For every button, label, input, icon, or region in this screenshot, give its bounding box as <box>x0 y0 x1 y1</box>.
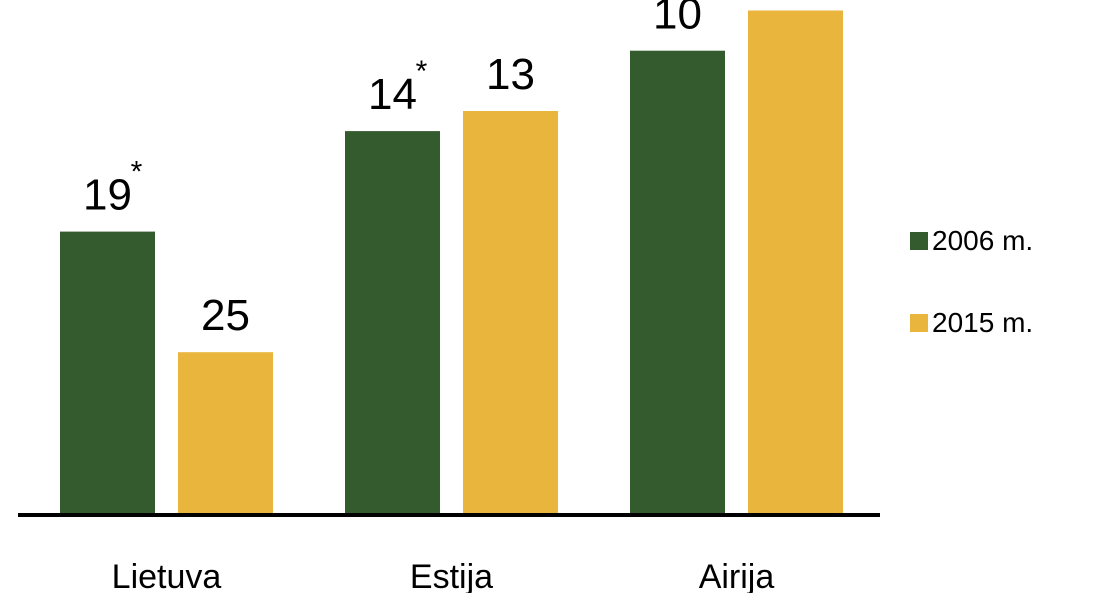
legend-swatch-2015 <box>910 314 928 332</box>
category-labels-layer: Lietuva Estija Airija <box>112 558 775 593</box>
value-label-airija-2006: 10 <box>653 0 702 39</box>
asterisk-airija-2006: * <box>701 0 713 8</box>
bar-estija-2006 <box>345 131 440 513</box>
legend-swatch-2006 <box>910 232 928 250</box>
category-label-lietuva: Lietuva <box>112 558 222 593</box>
value-label-lietuva-2015: 25 <box>201 291 250 340</box>
asterisk-estija-2006: * <box>416 55 428 88</box>
bar-lietuva-2015 <box>178 352 273 513</box>
bar-lietuva-2006 <box>60 231 155 513</box>
legend-item-2015: 2015 m. <box>910 304 1033 342</box>
bar-estija-2015 <box>463 111 558 513</box>
bar-airija-2006 <box>630 50 725 513</box>
bars-layer <box>60 10 843 513</box>
legend: 2006 m. 2015 m. <box>910 222 1033 386</box>
category-label-estija: Estija <box>410 558 493 593</box>
value-label-estija-2015: 13 <box>486 50 535 99</box>
legend-label-2006: 2006 m. <box>932 225 1034 256</box>
asterisk-lietuva-2006: * <box>131 156 143 189</box>
legend-label-2015: 2015 m. <box>932 307 1034 338</box>
value-label-lietuva-2006: 19 <box>83 171 132 220</box>
legend-item-2006: 2006 m. <box>910 222 1033 260</box>
bar-airija-2015 <box>748 10 843 513</box>
category-label-airija: Airija <box>699 558 775 593</box>
value-label-estija-2006: 14 <box>368 70 417 119</box>
